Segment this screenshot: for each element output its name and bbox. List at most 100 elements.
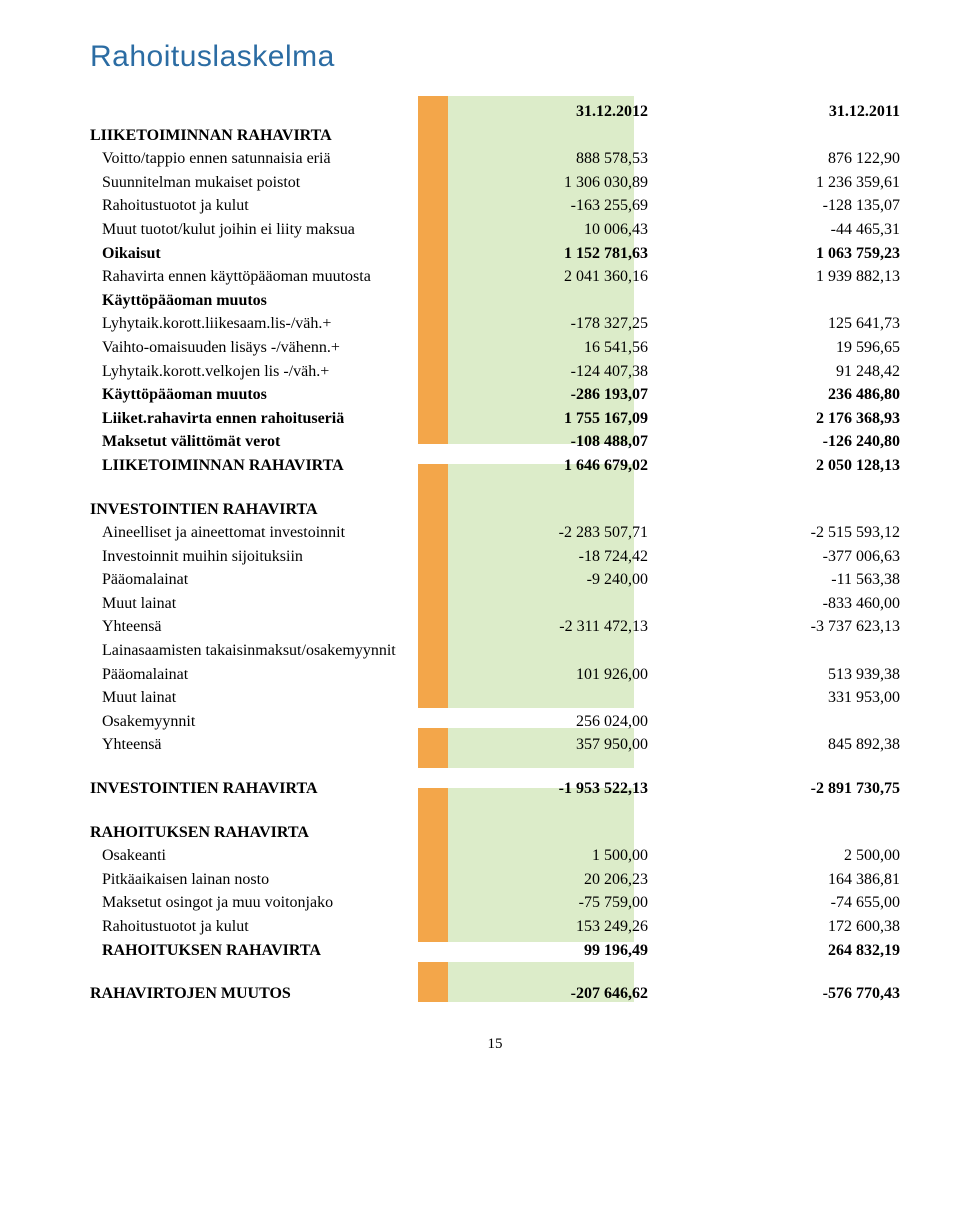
row-label: LIIKETOIMINNAN RAHAVIRTA: [90, 124, 462, 148]
row-col1: [462, 289, 648, 313]
row-col2: 845 892,38: [648, 733, 900, 757]
row-col2: 164 386,81: [648, 868, 900, 892]
row-label: Suunnitelman mukaiset poistot: [90, 171, 462, 195]
row-col2: [648, 710, 900, 734]
cashflow-table: 31.12.201231.12.2011LIIKETOIMINNAN RAHAV…: [90, 100, 900, 1006]
row-col1: -2 283 507,71: [462, 521, 648, 545]
row-col2: 2 176 368,93: [648, 407, 900, 431]
row-col1: -2 311 472,13: [462, 615, 648, 639]
row-label: Lyhytaik.korott.velkojen lis -/väh.+: [90, 360, 462, 384]
row-col2: -576 770,43: [648, 982, 900, 1006]
row-col1: 1 500,00: [462, 844, 648, 868]
row-col2: 1 939 882,13: [648, 265, 900, 289]
row-col1: -207 646,62: [462, 982, 648, 1006]
row-col2: -2 891 730,75: [648, 777, 900, 801]
row-col2: -11 563,38: [648, 568, 900, 592]
row-label: Osakemyynnit: [90, 710, 462, 734]
row-label: Liiket.rahavirta ennen rahoituseriä: [90, 407, 462, 431]
row-label: [90, 100, 462, 124]
row-label: RAHAVIRTOJEN MUUTOS: [90, 982, 462, 1006]
row-label: Maksetut välittömät verot: [90, 430, 462, 454]
row-col1: 10 006,43: [462, 218, 648, 242]
row-col1: 2 041 360,16: [462, 265, 648, 289]
page-title: Rahoituslaskelma: [90, 40, 900, 74]
row-col1: [462, 686, 648, 710]
row-label: Käyttöpääoman muutos: [90, 383, 462, 407]
row-col1: -108 488,07: [462, 430, 648, 454]
row-col1: -163 255,69: [462, 194, 648, 218]
row-label: Lyhytaik.korott.liikesaam.lis-/väh.+: [90, 312, 462, 336]
row-col2: 236 486,80: [648, 383, 900, 407]
row-col1: 101 926,00: [462, 663, 648, 687]
row-col1: [462, 639, 648, 663]
row-col2: 91 248,42: [648, 360, 900, 384]
row-col1: -286 193,07: [462, 383, 648, 407]
row-col2: 1 063 759,23: [648, 242, 900, 266]
row-col2: [648, 289, 900, 313]
row-col2: -3 737 623,13: [648, 615, 900, 639]
row-label: Muut lainat: [90, 686, 462, 710]
row-label: INVESTOINTIEN RAHAVIRTA: [90, 498, 462, 522]
row-label: Rahoitustuotot ja kulut: [90, 194, 462, 218]
row-col1: 1 646 679,02: [462, 454, 648, 478]
row-col2: 264 832,19: [648, 939, 900, 963]
row-label: Maksetut osingot ja muu voitonjako: [90, 891, 462, 915]
row-col2: 172 600,38: [648, 915, 900, 939]
row-col2: -2 515 593,12: [648, 521, 900, 545]
row-col2: 125 641,73: [648, 312, 900, 336]
row-col1: 16 541,56: [462, 336, 648, 360]
row-col1: 20 206,23: [462, 868, 648, 892]
row-label: Lainasaamisten takaisinmaksut/osakemyynn…: [90, 639, 462, 663]
row-col1: -18 724,42: [462, 545, 648, 569]
row-col1: 153 249,26: [462, 915, 648, 939]
row-label: Investoinnit muihin sijoituksiin: [90, 545, 462, 569]
row-label: Pitkäaikaisen lainan nosto: [90, 868, 462, 892]
row-col2: 2 500,00: [648, 844, 900, 868]
row-col2: 2 050 128,13: [648, 454, 900, 478]
row-col1: -124 407,38: [462, 360, 648, 384]
row-label: Oikaisut: [90, 242, 462, 266]
row-label: Pääomalainat: [90, 663, 462, 687]
row-label: INVESTOINTIEN RAHAVIRTA: [90, 777, 462, 801]
row-col1: 357 950,00: [462, 733, 648, 757]
row-col1: 1 152 781,63: [462, 242, 648, 266]
row-label: Rahavirta ennen käyttöpääoman muutosta: [90, 265, 462, 289]
row-label: RAHOITUKSEN RAHAVIRTA: [90, 939, 462, 963]
row-col1: 888 578,53: [462, 147, 648, 171]
row-col2: [648, 639, 900, 663]
row-col1: [462, 592, 648, 616]
row-col2: [648, 498, 900, 522]
page-number: 15: [90, 1036, 900, 1053]
row-label: Voitto/tappio ennen satunnaisia eriä: [90, 147, 462, 171]
row-label: Pääomalainat: [90, 568, 462, 592]
row-col1: [462, 498, 648, 522]
row-col2: 31.12.2011: [648, 100, 900, 124]
row-col2: 19 596,65: [648, 336, 900, 360]
row-col2: 513 939,38: [648, 663, 900, 687]
row-label: Yhteensä: [90, 733, 462, 757]
row-label: Muut lainat: [90, 592, 462, 616]
row-col1: [462, 821, 648, 845]
row-col1: -75 759,00: [462, 891, 648, 915]
row-col2: -377 006,63: [648, 545, 900, 569]
row-label: Muut tuotot/kulut joihin ei liity maksua: [90, 218, 462, 242]
row-label: LIIKETOIMINNAN RAHAVIRTA: [90, 454, 462, 478]
row-col2: 1 236 359,61: [648, 171, 900, 195]
row-label: Rahoitustuotot ja kulut: [90, 915, 462, 939]
row-col1: 99 196,49: [462, 939, 648, 963]
row-col1: -9 240,00: [462, 568, 648, 592]
row-label: Yhteensä: [90, 615, 462, 639]
row-col1: 1 306 030,89: [462, 171, 648, 195]
row-col2: [648, 124, 900, 148]
row-col1: -178 327,25: [462, 312, 648, 336]
row-col2: -126 240,80: [648, 430, 900, 454]
row-label: Käyttöpääoman muutos: [90, 289, 462, 313]
row-col1: 1 755 167,09: [462, 407, 648, 431]
row-col2: -128 135,07: [648, 194, 900, 218]
row-label: Vaihto-omaisuuden lisäys -/vähenn.+: [90, 336, 462, 360]
row-col1: 256 024,00: [462, 710, 648, 734]
row-label: RAHOITUKSEN RAHAVIRTA: [90, 821, 462, 845]
row-label: Aineelliset ja aineettomat investoinnit: [90, 521, 462, 545]
row-col2: [648, 821, 900, 845]
row-col2: -833 460,00: [648, 592, 900, 616]
